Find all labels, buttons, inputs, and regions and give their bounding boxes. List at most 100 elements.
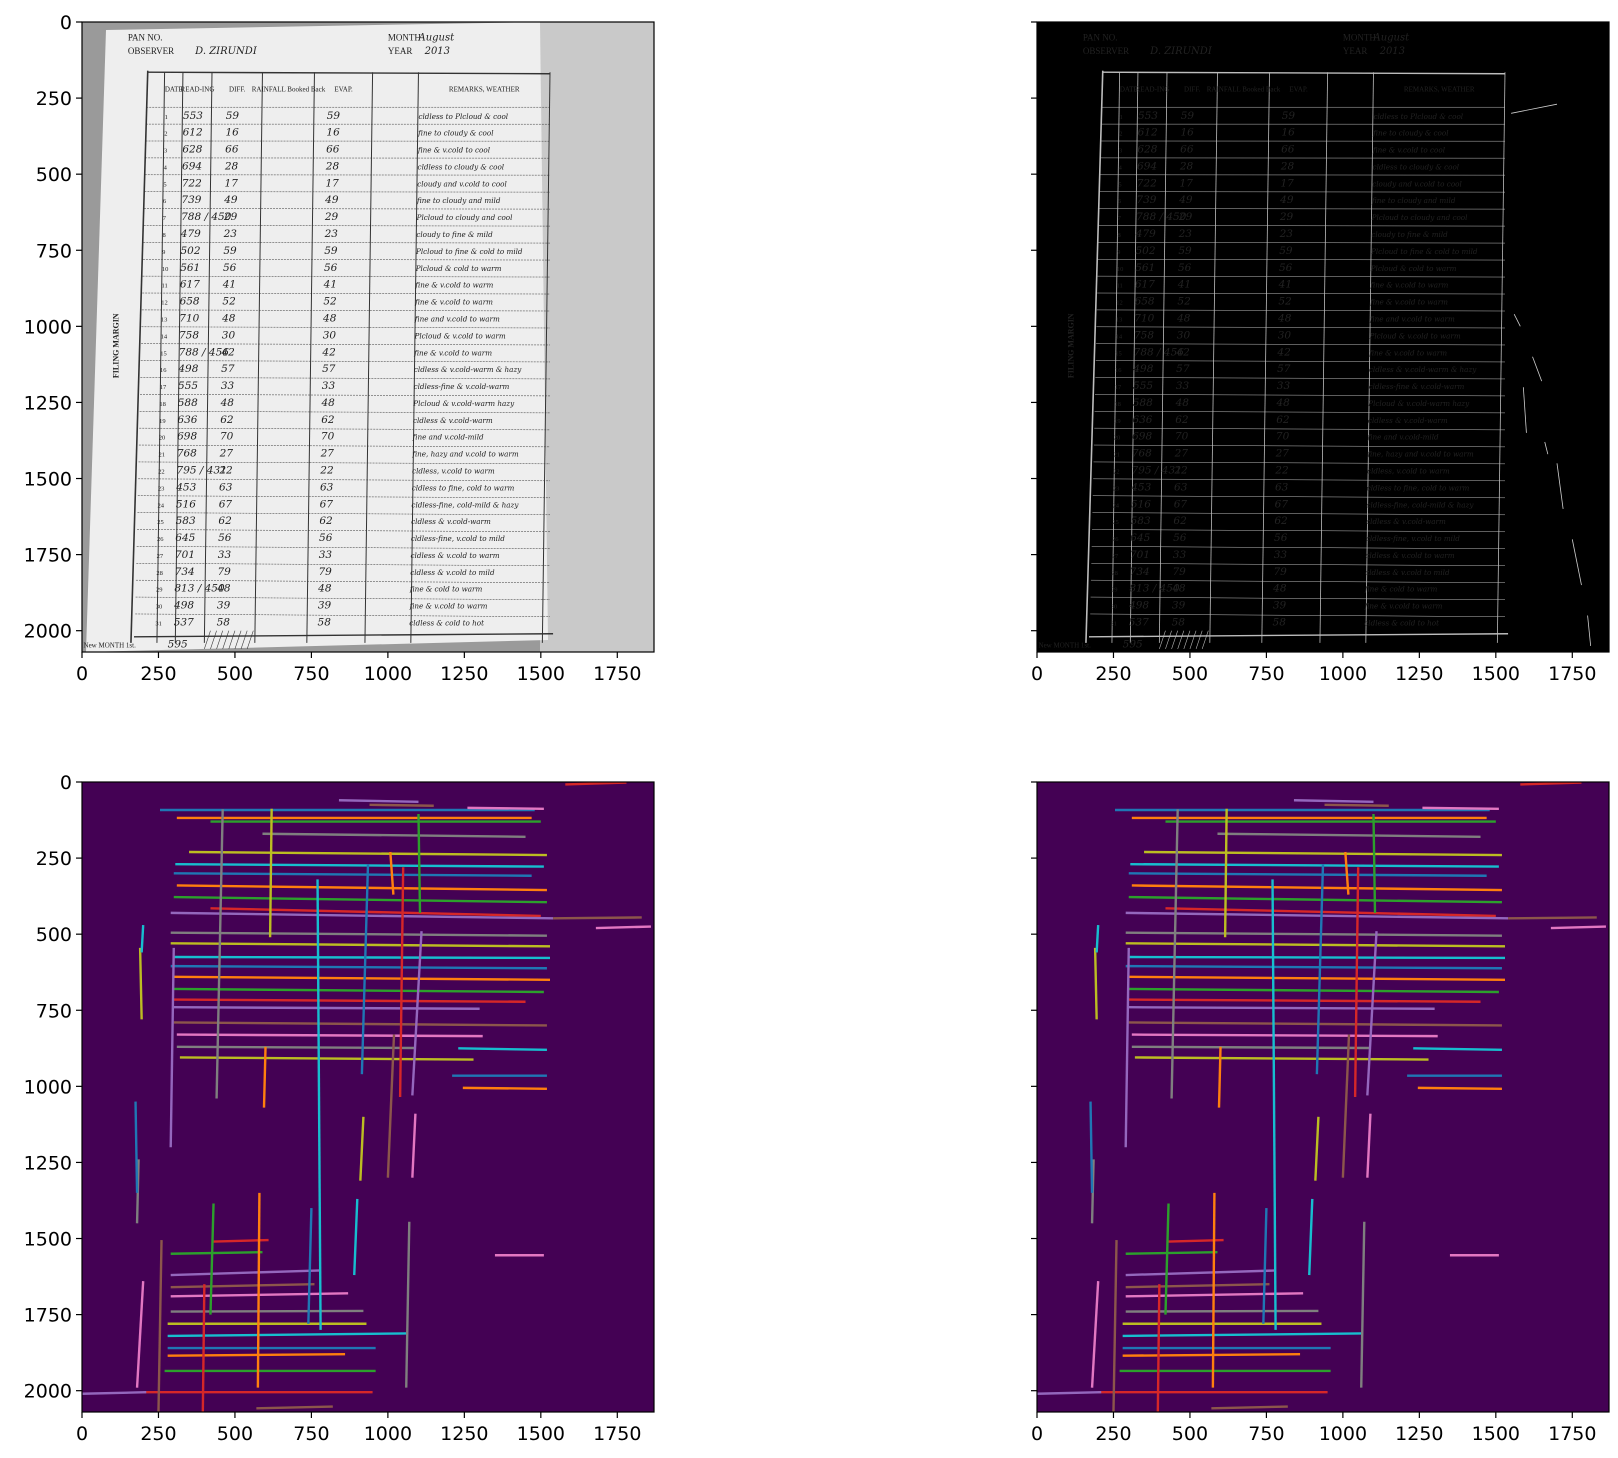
edge-document: PAN NO. MONTH OBSERVER YEAR August D. ZIRUNDI… bbox=[1039, 32, 1592, 650]
line-segment bbox=[1271, 879, 1277, 1330]
line-segment bbox=[1417, 1086, 1502, 1090]
row-date: 2 bbox=[164, 131, 167, 138]
row-rule bbox=[1098, 225, 1506, 227]
line-segment bbox=[170, 964, 547, 970]
row-date: 10 bbox=[162, 266, 169, 273]
x-tick-label: 1500 bbox=[1472, 663, 1520, 685]
hatch-mark bbox=[1201, 630, 1209, 650]
y-tick-label: 500 bbox=[36, 164, 72, 186]
row-evap: 58 bbox=[318, 617, 332, 629]
hatch-mark bbox=[204, 630, 211, 650]
row-remarks: fine to cloudy and mild bbox=[416, 196, 501, 205]
row-remarks: cldless-fine, v.cold to mild bbox=[411, 534, 505, 543]
y-tick-label: 500 bbox=[36, 924, 72, 946]
row-remarks: Plcloud & v.cold-warm hazy bbox=[412, 399, 515, 408]
sheet-right-shadow bbox=[540, 22, 654, 652]
line-segment bbox=[170, 911, 554, 920]
row-diff: 33 bbox=[1173, 549, 1187, 561]
line-segment bbox=[417, 813, 422, 913]
line-segment bbox=[405, 1221, 411, 1388]
row-remarks: fine & v.cold to warm bbox=[409, 602, 488, 611]
row-remarks: cldless to cloudy & cool bbox=[418, 162, 505, 171]
line-segment bbox=[1314, 1116, 1320, 1181]
row-rule bbox=[1096, 326, 1506, 329]
row-remarks: fine, hazy and v.cold to warm bbox=[1366, 450, 1473, 459]
line-segment bbox=[307, 1208, 313, 1324]
row-diff: 67 bbox=[219, 498, 233, 510]
row-evap: 28 bbox=[1280, 160, 1295, 172]
line-segment bbox=[170, 942, 551, 948]
row-reading: 694 bbox=[1137, 160, 1157, 172]
row-remarks: Plcloud to fine & cold to mild bbox=[1370, 247, 1478, 256]
row-evap: 58 bbox=[1273, 617, 1287, 629]
row-evap: 29 bbox=[324, 211, 339, 223]
observer-label: OBSERVER bbox=[1083, 46, 1129, 56]
x-tick-label: 1250 bbox=[1395, 1423, 1443, 1445]
column-rule bbox=[541, 72, 551, 643]
edge-speckle bbox=[1571, 539, 1582, 586]
row-diff: 58 bbox=[217, 617, 231, 629]
line-segment bbox=[173, 975, 551, 982]
line-segment bbox=[1211, 1192, 1216, 1388]
pan-label: PAN NO. bbox=[1083, 32, 1118, 42]
row-evap: 22 bbox=[1274, 465, 1289, 477]
row-evap: 63 bbox=[320, 481, 334, 493]
row-rule bbox=[143, 225, 551, 227]
panel-grayscale: PAN NO. MONTH OBSERVER YEAR August D. ZIRUNDI… bbox=[82, 22, 654, 652]
row-evap: 62 bbox=[321, 414, 335, 426]
row-date: 16 bbox=[1115, 367, 1122, 374]
line-segment bbox=[1508, 916, 1597, 920]
row-diff: 29 bbox=[223, 211, 238, 223]
row-rule bbox=[139, 427, 551, 431]
row-diff: 58 bbox=[1172, 617, 1186, 629]
row-reading: 788 / 450 bbox=[1136, 211, 1187, 223]
line-segment bbox=[1422, 806, 1499, 810]
line-segment bbox=[467, 806, 544, 810]
row-diff: 33 bbox=[218, 549, 232, 561]
row-date: 3 bbox=[1119, 148, 1122, 155]
y-tick-label: 1500 bbox=[24, 469, 72, 491]
row-evap: 59 bbox=[1279, 245, 1293, 257]
row-rule bbox=[137, 512, 551, 516]
line-segment bbox=[262, 832, 526, 838]
line-segment bbox=[1125, 964, 1502, 970]
edge-speckle bbox=[1544, 441, 1549, 455]
row-remarks: cldless & v.cold-warm bbox=[411, 517, 491, 526]
row-diff: 59 bbox=[1178, 245, 1192, 257]
row-evap: 33 bbox=[322, 380, 336, 392]
line-segment bbox=[1164, 1203, 1170, 1315]
row-remarks: Plcloud to cloudy and cool bbox=[1371, 213, 1468, 222]
column-header: READ-ING bbox=[1136, 85, 1170, 93]
row-evap: 56 bbox=[324, 262, 338, 274]
line-segment bbox=[1125, 942, 1506, 948]
line-segment bbox=[167, 1352, 346, 1357]
row-remarks: fine & cold to warm bbox=[1364, 585, 1438, 594]
row-rule bbox=[141, 326, 551, 329]
row-diff: 42 bbox=[1175, 346, 1190, 358]
line-segment bbox=[1112, 1240, 1118, 1412]
x-tick-label: 250 bbox=[140, 663, 176, 685]
row-remarks: fine to cloudy & cool bbox=[1372, 129, 1448, 138]
row-rule bbox=[144, 208, 551, 210]
x-tick-label: 1250 bbox=[1395, 663, 1443, 685]
row-reading: 502 bbox=[180, 245, 200, 257]
row-evap: 27 bbox=[320, 448, 335, 460]
row-evap: 62 bbox=[319, 515, 333, 527]
row-date: 12 bbox=[161, 300, 168, 307]
row-remarks: cldless & v.cold-warm & hazy bbox=[1369, 365, 1477, 374]
row-rule bbox=[142, 258, 551, 261]
hatch-mark bbox=[1183, 630, 1191, 650]
month-value: August bbox=[1372, 32, 1410, 43]
line-segment bbox=[411, 1113, 417, 1178]
row-rule bbox=[138, 478, 551, 482]
row-rule bbox=[1092, 512, 1506, 516]
row-rule bbox=[143, 242, 551, 244]
row-rule bbox=[1093, 444, 1506, 448]
row-reading: 537 bbox=[174, 617, 194, 629]
row-diff: 79 bbox=[218, 566, 232, 578]
row-diff: 48 bbox=[1176, 312, 1191, 324]
observer-value: D. ZIRUNDI bbox=[1149, 46, 1213, 57]
row-remarks: cldless to fine, cold to warm bbox=[412, 483, 515, 492]
row-remarks: fine to cloudy and mild bbox=[1371, 196, 1456, 205]
row-evap: 17 bbox=[1280, 177, 1294, 189]
